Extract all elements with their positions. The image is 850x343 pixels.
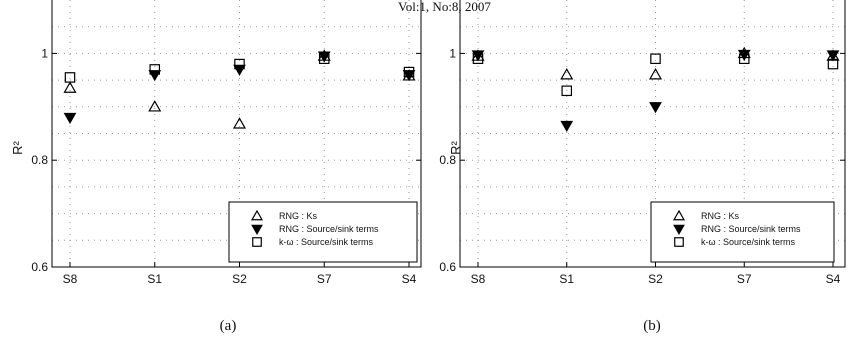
x-tick-label: S7: [737, 272, 752, 286]
data-point-2: [827, 58, 839, 70]
y-tick-label: 0.6: [439, 260, 456, 274]
data-point-1: [148, 70, 162, 82]
legend-label: RNG : Ks: [279, 211, 318, 221]
legend-marker: [252, 237, 262, 247]
data-point-0: [63, 81, 77, 93]
data-point-0: [560, 68, 574, 80]
chart-b: 0.6 0.8 1 S8 S1 S2 S7 S4 R² (b) RNG : Ks RNG : Sour…: [439, 0, 846, 334]
data-point-2: [561, 85, 573, 97]
legend-box: [228, 201, 418, 263]
legend-marker: [251, 224, 263, 236]
y-axis-label: R²: [448, 140, 463, 154]
y-tick-label: 1: [449, 46, 456, 60]
data-point-1: [471, 50, 485, 62]
x-tick-label: S8: [63, 272, 78, 286]
legend-label: k-ω : Source/sink terms: [279, 237, 374, 247]
data-point-2: [149, 64, 161, 75]
data-point-1: [560, 120, 574, 132]
data-point-1: [649, 102, 662, 114]
legend-label: RNG : Source/sink terms: [279, 224, 379, 234]
legend-box: [650, 201, 835, 263]
data-point-0: [232, 117, 247, 129]
plot-frame: [459, 0, 846, 268]
y-tick-label: 1: [41, 46, 48, 60]
plot-frame: [51, 0, 422, 268]
x-tick-label: S2: [232, 272, 247, 286]
x-tick-label: S4: [826, 272, 841, 286]
legend-marker: [672, 209, 686, 221]
data-point-2: [738, 53, 750, 65]
chart-caption: (a): [220, 318, 237, 334]
data-point-2: [403, 66, 415, 78]
legend-label: RNG : Source/sink terms: [701, 224, 801, 234]
data-point-2: [650, 53, 661, 65]
x-tick-label: S8: [471, 272, 486, 286]
page-header: Vol:1, No:8, 2007: [398, 0, 491, 14]
legend-label: RNG : Ks: [701, 211, 740, 221]
chart-a: 0.6 0.8 1 S8 S1 S2 S7 S4 R² (a) RNG : Ks RNG : Sour…: [10, 0, 422, 334]
x-tick-label: S1: [147, 272, 162, 286]
x-tick-label: S4: [402, 272, 417, 286]
legend-marker: [250, 209, 264, 221]
data-point-2: [318, 53, 330, 65]
legend-label: k-ω : Source/sink terms: [701, 237, 796, 247]
y-tick-label: 0.8: [439, 153, 456, 167]
data-point-2: [472, 53, 484, 65]
data-point-1: [737, 49, 751, 61]
x-tick-label: S7: [317, 272, 332, 286]
data-point-1: [402, 70, 416, 82]
y-axis-label: R²: [10, 140, 25, 154]
data-point-0: [148, 100, 162, 112]
y-tick-label: 0.8: [31, 153, 48, 167]
data-point-2: [64, 72, 76, 83]
data-point-1: [63, 112, 77, 124]
data-point-1: [826, 50, 840, 62]
legend-marker: [673, 224, 685, 236]
x-tick-label: S1: [559, 272, 574, 286]
x-tick-label: S2: [648, 272, 663, 286]
data-point-1: [233, 64, 246, 76]
data-point-2: [234, 58, 245, 70]
y-tick-label: 0.6: [31, 260, 48, 274]
data-point-0: [648, 68, 663, 80]
legend-marker: [674, 237, 684, 247]
chart-caption: (b): [643, 318, 661, 334]
